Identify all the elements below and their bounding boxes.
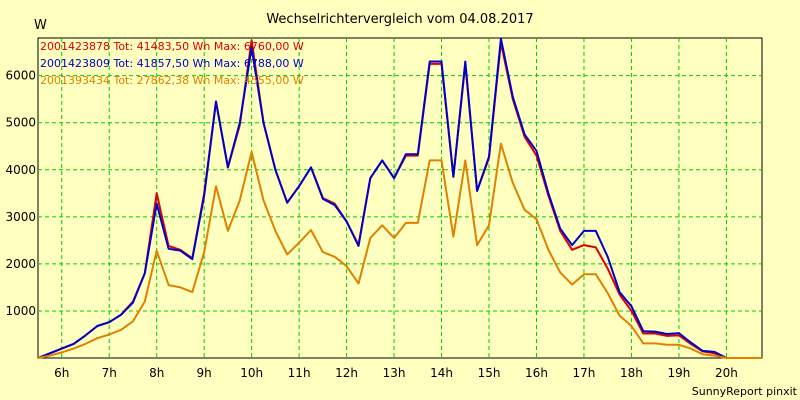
x-axis: 6h 7h 8h 9h 10h 11h 12h 13h 14h 15h 16h 17h 18h 19h 20… <box>54 366 738 380</box>
x-tick-label: 10h <box>240 366 263 380</box>
x-tick-label: 18h <box>620 366 643 380</box>
series-line-2 <box>37 37 762 359</box>
y-tick-label: 6000 <box>5 69 36 83</box>
x-tick-label: 15h <box>478 366 501 380</box>
legend-entry: 2001393434 Tot: 27862,38 Wh Max: 4555,00… <box>40 74 304 87</box>
y-tick-label: 5000 <box>5 116 36 130</box>
x-tick-label: 11h <box>288 366 311 380</box>
chart-title: Wechselrichtervergleich vom 04.08.2017 <box>266 12 533 27</box>
series-line-3 <box>37 142 762 359</box>
legend-entry: 2001423809 Tot: 41857,50 Wh Max: 6788,00… <box>40 57 304 70</box>
y-axis-unit: W <box>34 18 47 33</box>
x-tick-label: 6h <box>54 366 69 380</box>
y-tick-label: 1000 <box>5 304 36 318</box>
y-axis: 1000 2000 3000 4000 5000 6000 <box>5 69 36 318</box>
x-tick-label: 9h <box>197 366 212 380</box>
legend-entry: 2001423878 Tot: 41483,50 Wh Max: 6760,00… <box>40 40 304 53</box>
y-tick-label: 4000 <box>5 163 36 177</box>
x-tick-label: 7h <box>102 366 117 380</box>
y-tick-label: 3000 <box>5 210 36 224</box>
grid <box>38 38 762 358</box>
x-tick-label: 8h <box>149 366 164 380</box>
plot-area <box>37 37 763 359</box>
x-tick-label: 14h <box>430 366 453 380</box>
x-tick-label: 17h <box>573 366 596 380</box>
x-tick-label: 12h <box>335 366 358 380</box>
x-tick-label: 19h <box>667 366 690 380</box>
x-tick-label: 13h <box>383 366 406 380</box>
x-tick-label: 16h <box>525 366 548 380</box>
plot-frame <box>37 37 763 359</box>
footer-label: SunnyReport pinxit <box>692 385 798 398</box>
series-lines <box>37 37 762 359</box>
series-line-1 <box>37 39 762 359</box>
legend: 2001423878 Tot: 41483,50 Wh Max: 6760,00… <box>40 40 304 87</box>
y-tick-label: 2000 <box>5 257 36 271</box>
x-tick-label: 20h <box>715 366 738 380</box>
